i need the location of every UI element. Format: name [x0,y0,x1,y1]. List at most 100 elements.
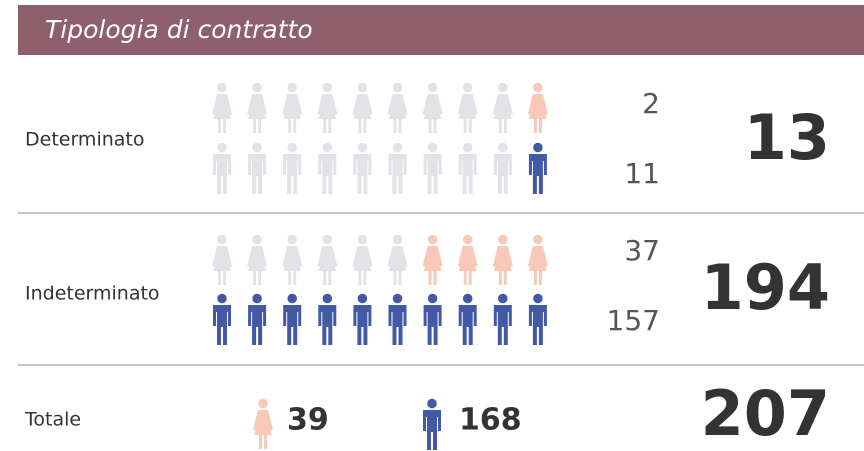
woman-icon [253,398,273,449]
icon-body [282,94,303,133]
icon-head [498,142,508,153]
man-icon [318,142,337,194]
man-icon [458,293,477,345]
woman-icon [422,82,443,133]
women-count: 37 [624,234,660,267]
man-icon [213,293,231,345]
icon-body [457,94,478,133]
icon-body [282,246,303,285]
icon-body [213,305,231,345]
icon-body [318,305,337,345]
man-icon [423,293,442,345]
icon-head [217,82,227,93]
icon-body [458,305,477,345]
totals-women: 39 [287,403,329,438]
row-label: Indeterminato [25,283,160,305]
icon-head [287,142,297,153]
icon-head [217,142,227,153]
woman-icon [282,234,303,285]
icon-head [462,293,473,304]
icon-body [317,94,338,133]
header-band [18,5,864,55]
icon-body [248,305,267,345]
icon-head [498,293,508,304]
icon-body [388,305,407,345]
icon-body [422,94,443,133]
icon-body [247,246,268,285]
row-label: Determinato [25,129,144,151]
woman-icon [387,82,408,133]
woman-icon [527,234,548,285]
icon-head [322,293,333,304]
icon-body [388,154,407,194]
man-icon [248,142,267,194]
icon-body [248,154,267,194]
icon-head [322,234,333,245]
man-icon [388,142,407,194]
icon-body [527,94,548,133]
icon-head [462,234,473,245]
icon-head [287,234,297,245]
icon-body [352,94,373,133]
icon-body [212,246,232,285]
woman-icon [352,82,373,133]
woman-icon [247,234,268,285]
icon-head [462,82,473,93]
icon-head [258,398,268,409]
man-icon [528,293,547,345]
icon-body [247,94,268,133]
man-icon [388,293,407,345]
man-icon [248,293,267,345]
men-count: 11 [624,157,660,190]
women-count: 2 [642,87,660,120]
icon-head [392,82,403,93]
icon-body [458,154,477,194]
icon-body [423,305,442,345]
icon-body [493,305,512,345]
icon-head [252,82,262,93]
icon-head [533,82,543,93]
man-icon [283,293,302,345]
row-total: 13 [744,101,830,174]
icon-body [318,154,337,194]
man-icon [353,293,372,345]
icon-body [283,154,302,194]
icon-body [457,246,478,285]
header-title: Tipologia di contratto [45,15,313,44]
woman-icon [457,82,478,133]
men-count: 157 [607,304,660,337]
woman-icon [282,82,303,133]
icon-body [352,246,373,285]
icon-head [427,398,437,409]
woman-icon [212,82,232,133]
icon-head [392,142,403,153]
icon-body [423,154,442,194]
icon-body [387,246,408,285]
icon-head [498,82,508,93]
woman-icon [212,234,232,285]
icon-head [217,293,227,304]
icon-head [533,142,543,153]
man-icon [458,142,477,194]
icon-head [287,82,297,93]
icon-body [492,94,513,133]
man-icon [318,293,337,345]
icon-head [322,142,333,153]
icon-head [427,293,438,304]
icon-body [493,154,512,194]
woman-icon [387,234,408,285]
man-icon [493,142,512,194]
icon-head [427,142,438,153]
woman-icon [527,82,548,133]
grand-total: 207 [701,377,830,450]
woman-icon [317,234,338,285]
icon-head [252,293,262,304]
icon-head [392,293,403,304]
woman-icon [492,234,513,285]
icon-head [357,82,368,93]
icon-head [533,293,543,304]
icon-body [492,246,513,285]
icon-head [357,142,368,153]
icon-head [498,234,508,245]
